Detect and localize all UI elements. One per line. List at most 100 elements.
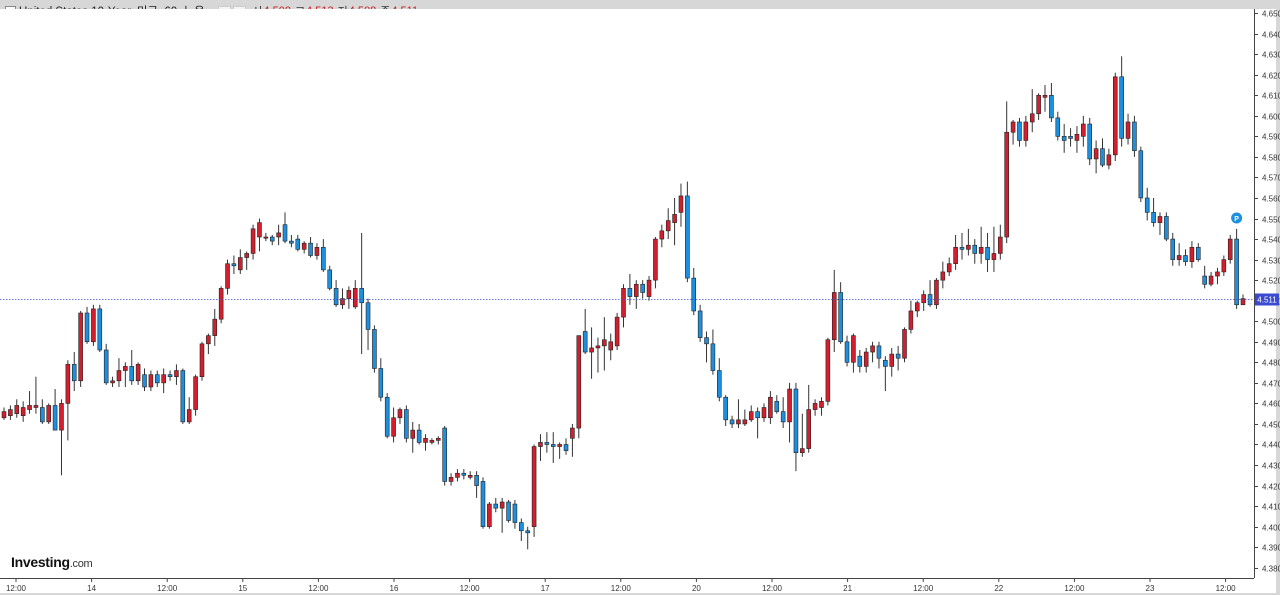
candle-body (461, 472, 467, 476)
candle-body (1189, 246, 1195, 262)
candle-body (1215, 271, 1220, 277)
candle-body (352, 288, 358, 308)
investing-logo: Investing.com (11, 554, 93, 570)
candle-body (148, 374, 154, 388)
candle-body (1087, 123, 1093, 160)
x-axis-panel (0, 578, 1276, 593)
candle-body (218, 288, 224, 320)
y-tick-label: 4.560 (1262, 195, 1280, 204)
candle-body (793, 388, 799, 453)
candle-body (154, 374, 160, 384)
y-tick-label: 4.610 (1262, 92, 1280, 101)
y-tick-label: 4.540 (1262, 236, 1280, 245)
candle-body (748, 411, 754, 421)
y-tick-label: 4.500 (1262, 318, 1280, 327)
y-tick-label: 4.450 (1262, 421, 1280, 430)
candle-body (1234, 238, 1239, 306)
x-tick-label: 20 (692, 584, 701, 593)
candle-body (844, 341, 850, 363)
y-tick-label: 4.460 (1262, 400, 1280, 409)
candle-body (576, 335, 582, 429)
candle-body (225, 263, 230, 289)
candle-body (876, 345, 882, 359)
candle-body (1042, 94, 1048, 98)
x-tick-label: 12:00 (308, 584, 329, 593)
x-tick-label: 12:00 (913, 584, 934, 593)
candle-body (1240, 298, 1246, 306)
candle-body (1196, 246, 1201, 260)
y-tick-label: 4.650 (1262, 10, 1280, 19)
candle-body (972, 244, 978, 254)
last-price-badge (1255, 293, 1279, 306)
candle-body (1132, 121, 1137, 152)
candle-body (1061, 136, 1067, 141)
candle-body (589, 347, 594, 353)
candle-body (167, 374, 173, 377)
candle-body (998, 236, 1003, 254)
candle-body (40, 407, 45, 423)
candle-body (863, 351, 869, 367)
x-tick-label: 12:00 (611, 584, 632, 593)
candle-body (78, 312, 83, 382)
logo-suffix: .com (69, 558, 93, 570)
candle-body (883, 359, 888, 367)
candle-body (199, 343, 205, 377)
candle-body (595, 345, 601, 349)
candle-body (346, 290, 352, 299)
candle-body (1170, 238, 1176, 260)
candle-body (915, 302, 920, 312)
candle-body (985, 246, 990, 260)
candle-body (71, 364, 77, 382)
candle-body (1125, 121, 1131, 139)
candle-body (289, 240, 294, 244)
y-tick-label: 4.530 (1262, 257, 1280, 266)
candle-body (276, 232, 281, 238)
candle-body (384, 396, 390, 437)
candle-body (1208, 275, 1214, 285)
candle-body (301, 242, 307, 250)
y-tick-label: 4.580 (1262, 154, 1280, 163)
candle-body (103, 349, 109, 384)
candle-body (327, 269, 332, 289)
y-tick-label: 4.400 (1262, 524, 1280, 533)
candle-body (825, 339, 831, 402)
candle-body (1119, 76, 1124, 139)
y-tick-label: 4.480 (1262, 359, 1280, 368)
x-tick-label: 12:00 (1216, 584, 1237, 593)
candle-body (812, 403, 818, 410)
candle-body (429, 440, 435, 443)
candle-body (991, 253, 997, 260)
candle-body (46, 405, 51, 423)
candle-body (238, 257, 243, 271)
candle-body (135, 364, 141, 382)
y-tick-label: 4.470 (1262, 380, 1280, 389)
candle-body (448, 477, 454, 482)
candle-body (704, 337, 709, 345)
candle-body (602, 339, 607, 347)
candle-body (1112, 76, 1118, 156)
candle-body (953, 246, 958, 265)
candle-body (1151, 212, 1156, 223)
candle-body (908, 310, 914, 330)
plot-background (0, 9, 1254, 578)
candle-body (84, 312, 90, 343)
candle-body (91, 308, 96, 343)
candle-body (1004, 131, 1009, 238)
y-tick-label: 4.390 (1262, 544, 1280, 553)
candle-body (959, 246, 965, 250)
candle-body (1036, 94, 1041, 115)
x-tick-label: 12:00 (460, 584, 481, 593)
candle-body (550, 444, 556, 447)
candle-body (1074, 134, 1080, 141)
candle-body (966, 244, 971, 250)
y-tick-label: 4.630 (1262, 51, 1280, 60)
candle-body (52, 405, 58, 431)
candle-body (365, 302, 371, 330)
candle-body (780, 411, 786, 423)
x-tick-label: 12:00 (762, 584, 783, 593)
candle-body (614, 316, 620, 347)
candle-body (921, 294, 926, 304)
candle-body (1164, 216, 1169, 240)
